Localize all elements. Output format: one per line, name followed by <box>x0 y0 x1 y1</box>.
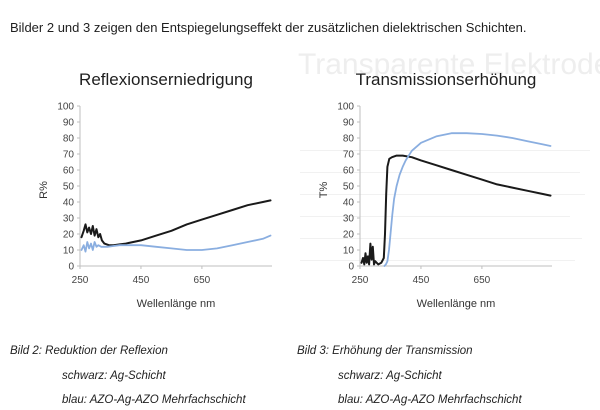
page-heading: Bilder 2 und 3 zeigen den Entspiegelungs… <box>10 20 527 35</box>
transmission-x-tick-label: 650 <box>474 275 491 286</box>
reflection-y-tick-label: 20 <box>63 230 75 241</box>
reflection-x-axis-label: Wellenlänge nm <box>137 298 216 310</box>
reflection-black-series-line <box>80 199 272 247</box>
transmission-y-tick-label: 100 <box>337 102 354 113</box>
transmission-y-tick-label: 80 <box>343 134 355 145</box>
transmission-y-tick-label: 70 <box>343 150 355 161</box>
reflection-y-tick-label: 60 <box>63 166 75 177</box>
transmission-y-tick-label: 50 <box>343 182 355 193</box>
reflection-y-tick-label: 90 <box>63 118 75 129</box>
bleed-through-line <box>300 216 570 217</box>
transmission-chart-title: Transmissionserhöhung <box>356 70 537 89</box>
transmission-y-axis-label: T% <box>318 182 330 199</box>
reflection-y-tick-label: 30 <box>63 214 75 225</box>
transmission-y-tick-label: 20 <box>343 230 355 241</box>
reflection-y-tick-label: 70 <box>63 150 75 161</box>
bleed-through-line <box>300 194 585 195</box>
transmission-x-tick-label: 250 <box>352 275 369 286</box>
bleed-through-line <box>300 238 582 239</box>
reflection-y-axis-label: R% <box>38 181 50 199</box>
bleed-through-line <box>300 150 590 151</box>
reflection-y-tick-label: 80 <box>63 134 75 145</box>
caption-2-title: Bild 2: Reduktion der Reflexion <box>10 345 168 357</box>
transmission-y-tick-label: 60 <box>343 166 355 177</box>
reflection-y-tick-label: 10 <box>63 246 75 257</box>
reflection-x-tick-label: 250 <box>72 275 89 286</box>
reflection-y-tick-label: 40 <box>63 198 75 209</box>
transmission-y-tick-label: 0 <box>348 262 354 273</box>
transmission-x-axis-label: Wellenlänge nm <box>417 298 496 310</box>
transmission-y-tick-label: 40 <box>343 198 355 209</box>
caption-2-blue: blau: AZO-Ag-AZO Mehrfachschicht <box>62 394 246 406</box>
transmission-blue-series-line <box>383 132 552 267</box>
reflection-chart: Reflexionserniedrigung 0 10 20 30 40 50 60 70 80 9… <box>38 70 272 310</box>
reflection-x-tick-label: 450 <box>133 275 150 286</box>
caption-3-blue: blau: AZO-Ag-AZO Mehrfachschicht <box>338 394 522 406</box>
reflection-y-tick-label: 100 <box>57 102 74 113</box>
reflection-x-tick-label: 650 <box>194 275 211 286</box>
transmission-y-tick-label: 30 <box>343 214 355 225</box>
transmission-chart: Transmissionserhöhung 0 10 20 30 40 50 60 70 80 90… <box>318 70 552 310</box>
caption-2-black: schwarz: Ag-Schicht <box>62 370 166 382</box>
transmission-x-tick-label: 450 <box>413 275 430 286</box>
transmission-y-tick-label: 10 <box>343 246 355 257</box>
reflection-y-tick-label: 0 <box>68 262 74 273</box>
bleed-through-line <box>300 260 575 261</box>
transmission-y-tick-label: 90 <box>343 118 355 129</box>
caption-3-title: Bild 3: Erhöhung der Transmission <box>297 345 473 357</box>
caption-3-black: schwarz: Ag-Schicht <box>338 370 442 382</box>
reflection-y-tick-label: 50 <box>63 182 75 193</box>
transmission-black-series-line <box>360 154 552 266</box>
bleed-through-line <box>300 172 580 173</box>
reflection-chart-title: Reflexionserniedrigung <box>79 70 253 89</box>
reflection-blue-series-line <box>80 234 272 253</box>
